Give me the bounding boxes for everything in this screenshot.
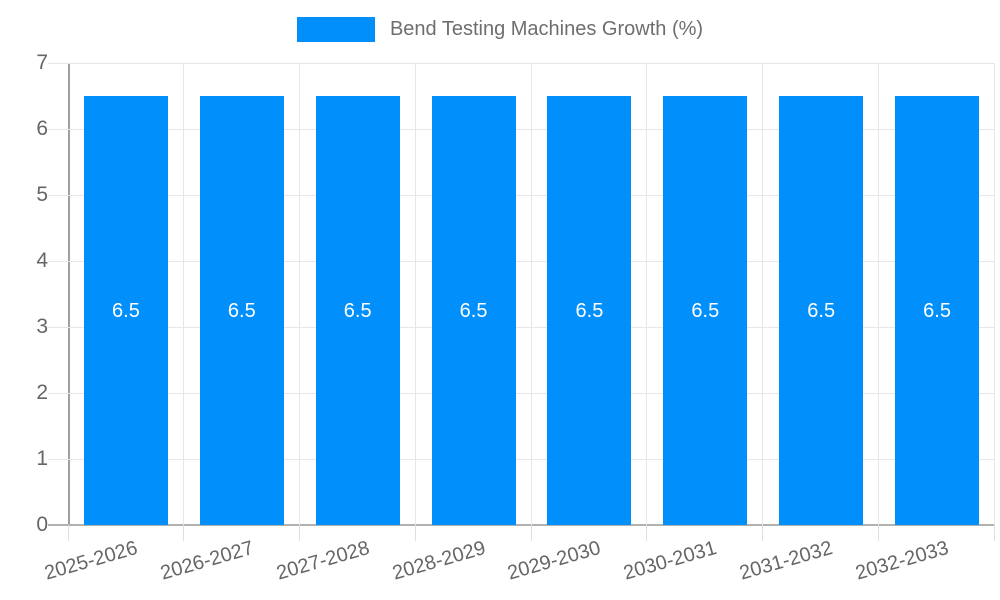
h-gridline <box>48 393 995 394</box>
h-gridline <box>48 459 995 460</box>
bar[interactable]: 6.5 <box>547 96 632 525</box>
h-gridline <box>48 195 995 196</box>
v-gridline <box>878 63 880 525</box>
x-axis-label: 2027-2028 <box>273 537 372 585</box>
x-axis-tick <box>298 525 300 541</box>
x-axis-label: 2032-2033 <box>853 537 952 585</box>
v-gridline <box>414 63 416 525</box>
bar-value-label: 6.5 <box>459 299 488 322</box>
h-gridline <box>48 129 995 130</box>
v-gridline <box>994 63 995 525</box>
v-gridline <box>182 63 184 525</box>
x-axis-label: 2026-2027 <box>157 537 256 585</box>
x-axis-tick <box>414 525 416 541</box>
v-gridline <box>530 63 532 525</box>
bar[interactable]: 6.5 <box>779 96 864 525</box>
x-axis-label: 2031-2032 <box>737 537 836 585</box>
bar-value-label: 6.5 <box>575 299 604 322</box>
v-gridline <box>298 63 300 525</box>
y-axis-label: 1 <box>36 447 48 470</box>
x-axis-tick <box>182 525 184 541</box>
x-axis-tick <box>994 525 995 541</box>
h-gridline <box>48 63 995 64</box>
x-axis-tick <box>878 525 880 541</box>
y-axis-label: 2 <box>36 381 48 404</box>
x-axis-tick <box>530 525 532 541</box>
x-axis-label: 2028-2029 <box>389 537 488 585</box>
legend-label: Bend Testing Machines Growth (%) <box>389 18 704 40</box>
y-axis-labels: 0 1 2 3 4 5 6 7 <box>0 51 48 536</box>
bar[interactable]: 6.5 <box>315 96 400 525</box>
y-axis-line <box>68 63 70 525</box>
bar-value-label: 6.5 <box>343 299 372 322</box>
v-gridline <box>646 63 648 525</box>
y-axis-label: 5 <box>36 183 48 206</box>
x-axis-tick <box>762 525 764 541</box>
x-axis-tick <box>646 525 648 541</box>
h-gridline <box>48 261 995 262</box>
plot-area: 6.5 6.5 6.5 6.5 6.5 6.5 6.5 6.5 <box>48 63 995 541</box>
bar-value-label: 6.5 <box>112 299 140 322</box>
y-axis-label: 0 <box>36 513 48 536</box>
bar[interactable]: 6.5 <box>83 96 168 525</box>
bar[interactable]: 6.5 <box>199 96 284 525</box>
bar-value-label: 6.5 <box>227 299 256 322</box>
bar[interactable]: 6.5 <box>431 96 516 525</box>
v-gridline <box>762 63 764 525</box>
bar-value-label: 6.5 <box>807 299 836 322</box>
y-axis-label: 3 <box>36 315 48 338</box>
bar-value-label: 6.5 <box>691 299 720 322</box>
x-axis-tick <box>68 525 69 541</box>
x-axis-label: 2025-2026 <box>41 537 141 585</box>
legend-marker <box>296 17 375 42</box>
bar[interactable]: 6.5 <box>895 96 980 525</box>
bar[interactable]: 6.5 <box>663 96 748 525</box>
x-axis-line <box>48 524 995 526</box>
legend-item[interactable]: Bend Testing Machines Growth (%) <box>0 17 1000 42</box>
x-axis-label: 2030-2031 <box>621 537 720 585</box>
y-axis-label: 6 <box>36 117 48 140</box>
y-axis-label: 4 <box>36 249 48 272</box>
y-axis-label: 7 <box>36 51 48 74</box>
bar-value-label: 6.5 <box>923 299 951 322</box>
x-axis-label: 2029-2030 <box>505 537 604 585</box>
h-gridline <box>48 327 995 328</box>
